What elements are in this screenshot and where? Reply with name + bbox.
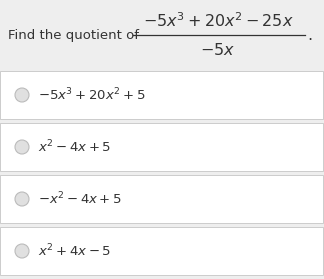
FancyBboxPatch shape	[0, 227, 323, 275]
Circle shape	[15, 244, 29, 258]
Text: Find the quotient of: Find the quotient of	[8, 28, 139, 42]
Circle shape	[15, 140, 29, 154]
Text: $-5x^3+20x^2-25x$: $-5x^3+20x^2-25x$	[143, 12, 293, 30]
FancyBboxPatch shape	[0, 175, 323, 223]
Circle shape	[15, 88, 29, 102]
Text: $-5x^3 + 20x^2 + 5$: $-5x^3 + 20x^2 + 5$	[38, 87, 145, 103]
Text: $x^2 + 4x - 5$: $x^2 + 4x - 5$	[38, 243, 111, 259]
FancyBboxPatch shape	[0, 123, 323, 171]
FancyBboxPatch shape	[0, 0, 324, 69]
Circle shape	[15, 192, 29, 206]
Text: $x^2 - 4x + 5$: $x^2 - 4x + 5$	[38, 139, 111, 155]
Text: $-5x$: $-5x$	[201, 42, 236, 58]
Text: $-x^2 - 4x + 5$: $-x^2 - 4x + 5$	[38, 191, 122, 207]
Text: .: .	[307, 28, 312, 42]
FancyBboxPatch shape	[0, 71, 323, 119]
